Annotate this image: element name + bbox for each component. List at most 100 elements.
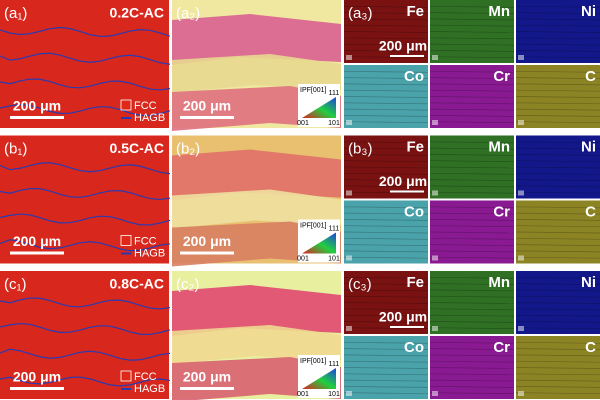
grain-boundary [0,297,171,310]
eds-texture [515,219,600,221]
eds-texture [343,31,429,33]
eds-texture [515,373,600,376]
eds-texture [515,302,600,304]
eds-texture [343,121,429,124]
eds-texture [343,191,429,194]
eds-texture [515,37,600,40]
eds-texture [515,115,600,117]
scale-bar [10,116,64,119]
eds-texture [515,191,600,194]
legend-swatch [120,235,132,246]
scale-bar [10,251,64,255]
eds-texture [343,154,429,156]
eds-texture [515,56,600,59]
grain-boundary [0,348,171,361]
eds-texture [515,77,600,79]
eds-texture [343,89,429,92]
eds-texture [515,341,600,344]
element-label: Co [404,68,424,85]
eds-map [516,0,600,63]
eds-texture [429,283,515,285]
eds-texture [429,102,515,105]
eds-texture [429,341,515,344]
eds-texture [343,147,429,150]
eds-texture [429,321,515,323]
element-label: C [585,203,596,220]
panel-label: (b₂) [176,140,200,157]
eds-texture [515,225,600,228]
eds-texture [429,373,515,376]
eds-texture [429,250,515,253]
eds-texture [515,231,600,234]
eds-marker [432,190,438,196]
eds-texture [429,108,515,111]
eds-texture [343,70,429,73]
grain-band [172,325,341,364]
eds-map [516,135,600,199]
eds-marker [432,55,438,60]
legend-label: HAGB [134,247,165,259]
eds-texture [515,154,600,156]
eds-texture [429,18,515,21]
grain-band [172,54,341,93]
eds-texture [429,360,515,363]
eds-map [344,0,428,63]
eds-texture [515,185,600,188]
eds-texture [429,43,515,46]
scale-bar-label: 200 μm [379,38,427,54]
element-label: Fe [406,3,424,20]
scale-bar [180,116,234,119]
eds-texture [515,83,600,86]
eds-texture [429,367,515,369]
eds-texture [343,185,429,188]
eds-texture [515,43,600,46]
eds-texture [343,56,429,59]
legend-label: FCC [134,235,157,247]
eds-texture [343,141,429,144]
legend-label: FCC [134,100,157,112]
element-label: Cr [493,339,510,356]
eds-texture [429,12,515,14]
eds-texture [515,147,600,150]
grain-boundary [0,376,171,387]
eds-texture [343,50,429,52]
element-label: Cr [493,68,510,85]
eds-texture [515,392,600,395]
eds-marker [346,326,352,331]
eds-texture [343,115,429,117]
eds-map [430,0,514,63]
eds-map [430,200,514,264]
eds-texture [515,50,600,52]
eds-texture [429,379,515,382]
eds-marker [432,120,438,125]
grain-band [172,189,341,229]
eds-texture [429,31,515,33]
eds-map [430,271,514,334]
legend-label: HAGB [134,112,165,124]
panel-label: (c₃) [348,276,372,293]
element-label: Cr [493,203,510,220]
scale-bar [180,387,234,390]
sample-name: 0.2C-AC [110,5,164,21]
eds-map [516,336,600,399]
eds-marker [432,255,438,261]
eds-marker [346,255,352,261]
eds-texture [343,295,429,298]
element-label: Co [404,339,424,356]
grain-boundary [0,239,171,252]
ipf-title: IPF[001] [300,222,327,229]
element-label: C [585,68,596,85]
eds-texture [343,321,429,323]
ipf-corner: 111 [329,225,340,232]
ipf-corner: 101 [328,120,340,127]
element-label: Co [404,203,424,220]
eds-texture [515,121,600,124]
eds-marker [346,120,352,125]
eds-texture [429,172,515,175]
ipf-triangle [302,368,336,389]
panel-label: (c₂) [176,276,199,293]
grain-boundary [0,78,171,91]
scale-bar-label: 200 μm [183,98,231,114]
eds-texture [515,237,600,240]
element-label: Mn [488,274,510,291]
